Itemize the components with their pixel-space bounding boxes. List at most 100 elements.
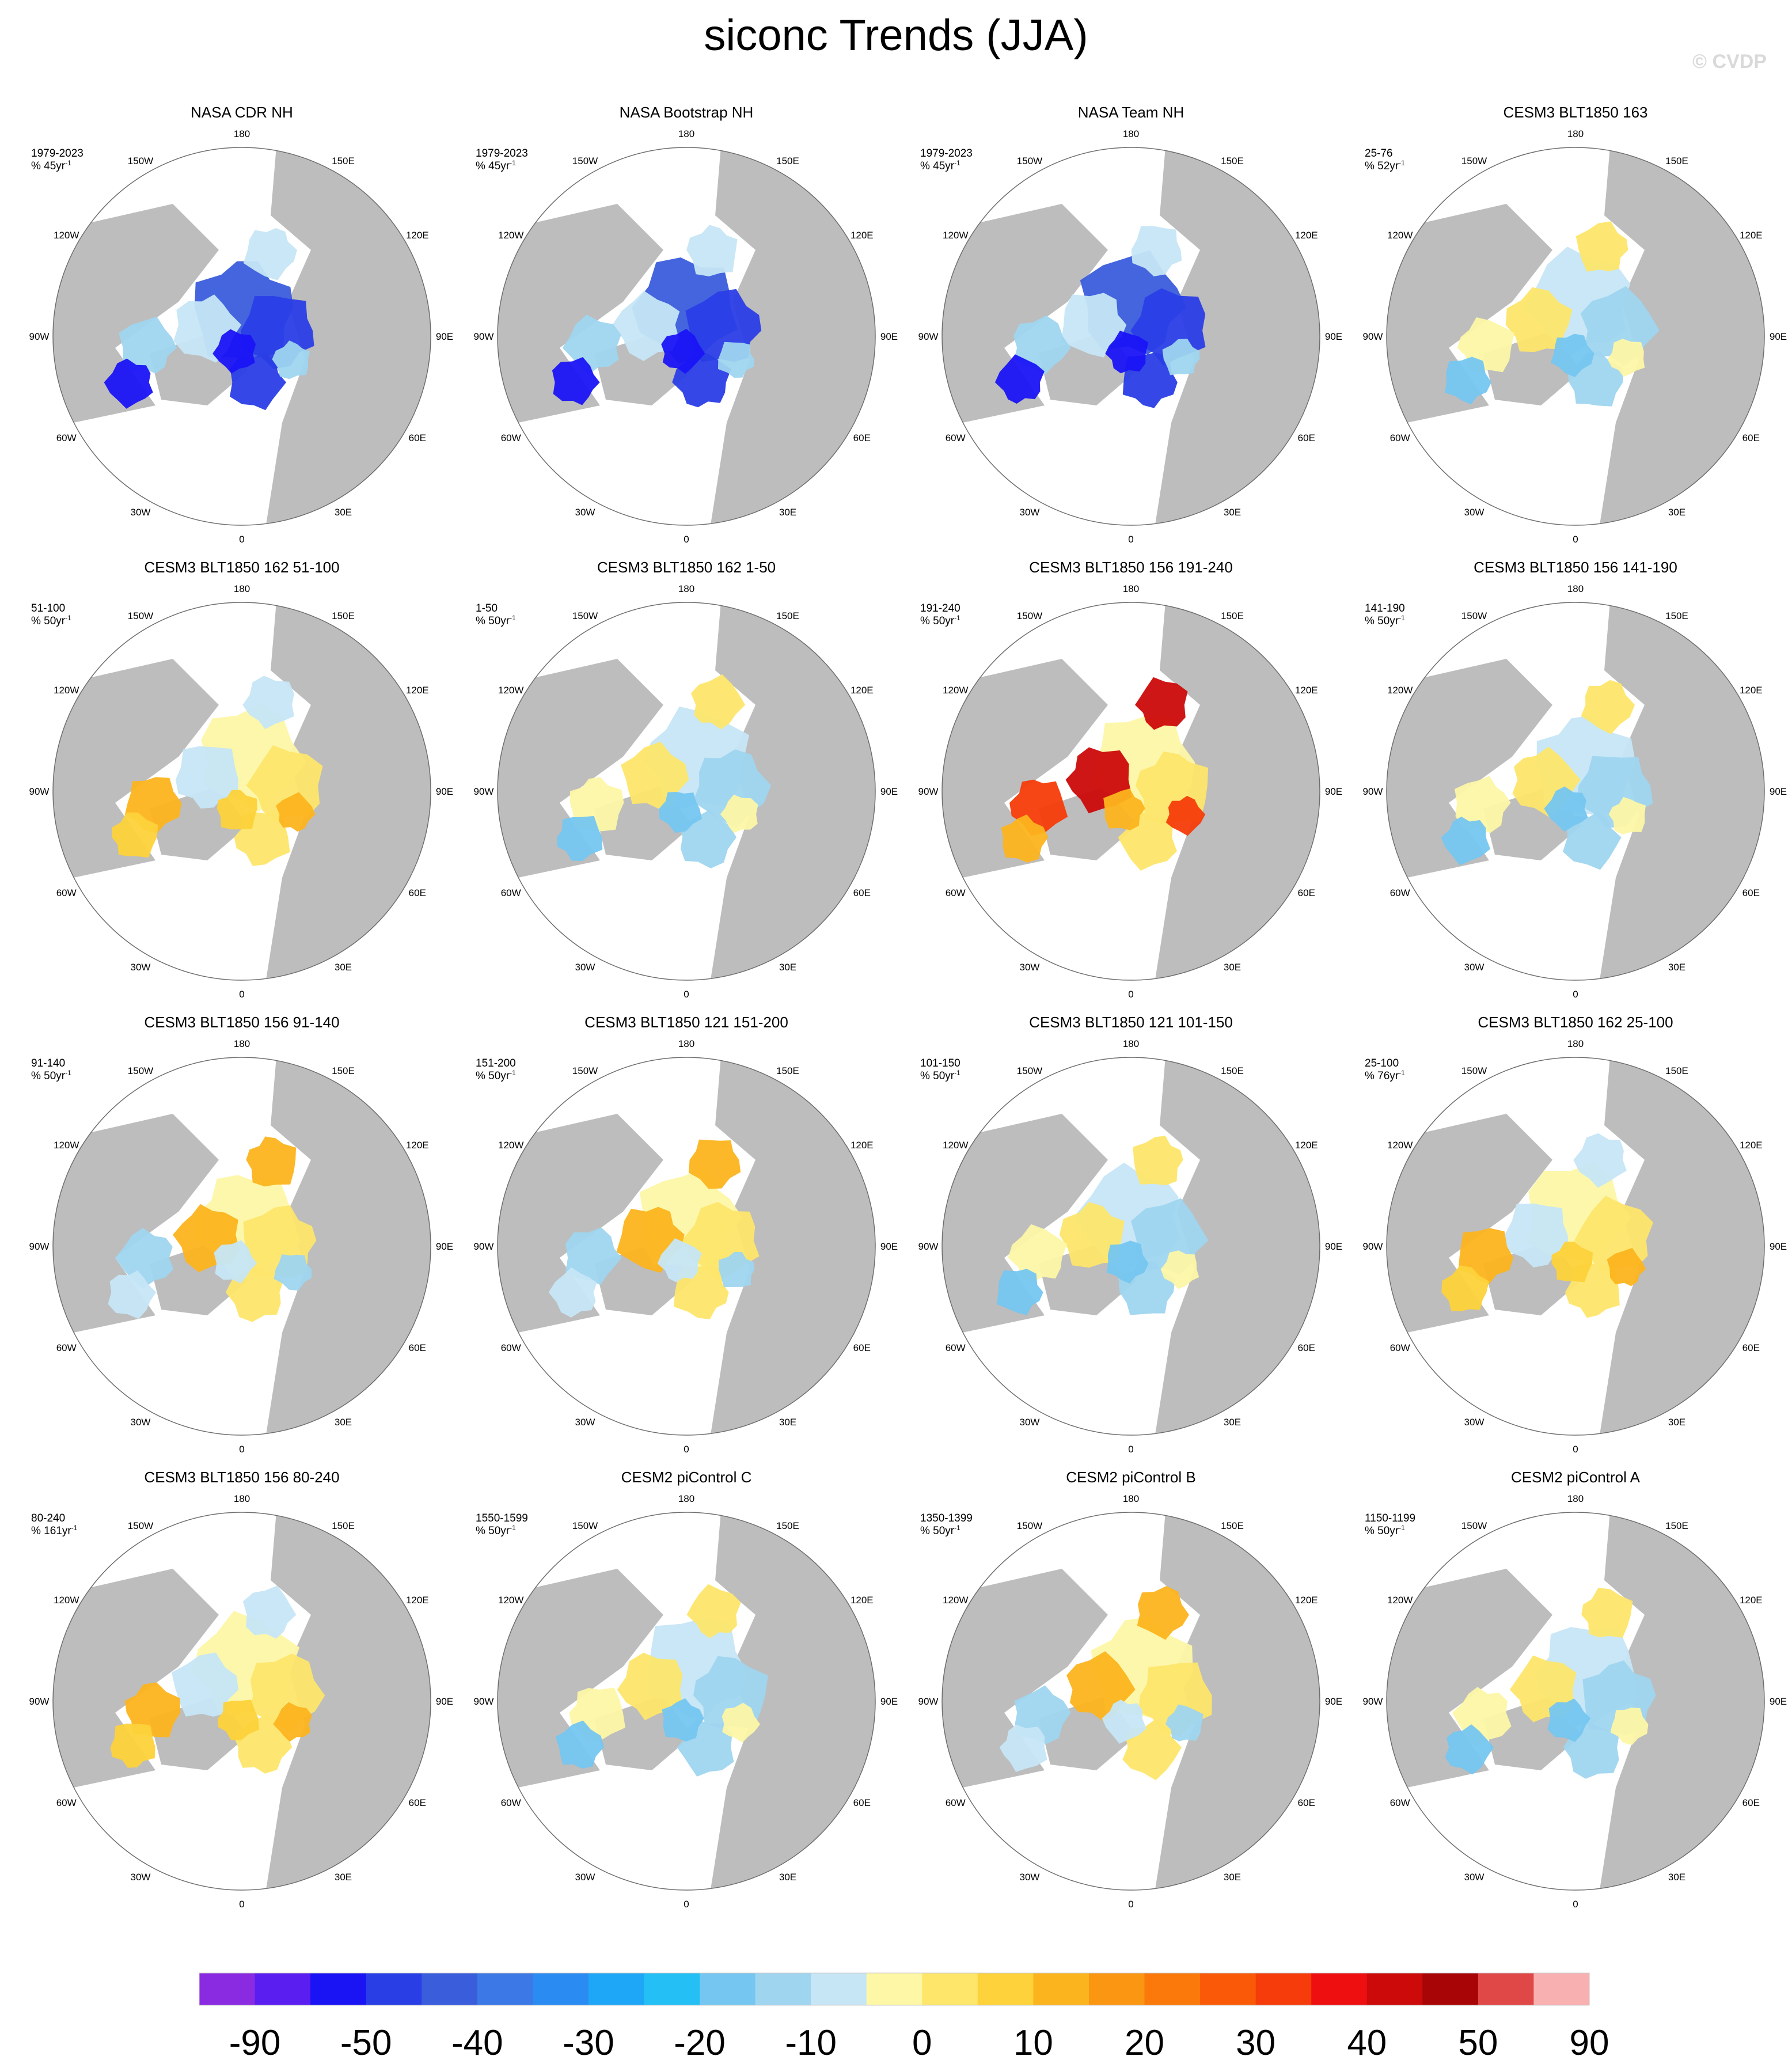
- longitude-label: 30W: [575, 507, 595, 518]
- north-america-landmass: [1387, 1114, 1552, 1338]
- longitude-label: 120E: [1295, 1595, 1318, 1606]
- sea-ice-trend-area: [1445, 1724, 1494, 1775]
- sea-ice-trend-area: [1061, 293, 1127, 358]
- sea-ice-trend-area: [1013, 315, 1071, 375]
- longitude-label: 30W: [131, 507, 151, 518]
- colorbar-tick-label: 50: [1458, 2023, 1498, 2063]
- longitude-label: 150W: [128, 1520, 153, 1531]
- sea-ice-trend-area: [243, 228, 297, 280]
- unit-label: % 45yr-1: [476, 159, 516, 172]
- longitude-label: 60W: [946, 1797, 966, 1808]
- longitude-label: 0: [239, 534, 244, 545]
- longitude-label: 120W: [54, 1595, 79, 1606]
- panel-title: CESM2 piControl B: [1066, 1469, 1196, 1486]
- period-label: 1550-1599: [476, 1512, 528, 1524]
- longitude-label: 60E: [853, 1342, 871, 1353]
- colorbar-swatch: [1478, 1973, 1535, 2005]
- longitude-label: 30W: [131, 1417, 151, 1428]
- sea-ice-trend-area: [690, 674, 746, 730]
- longitude-label: 180: [1123, 128, 1139, 139]
- sea-ice-trend-area: [996, 1269, 1043, 1315]
- period-label: 25-76: [1365, 147, 1393, 160]
- panel-title: CESM3 BLT1850 156 91-140: [144, 1014, 340, 1031]
- sea-ice-trend-area: [171, 1652, 239, 1717]
- longitude-label: 90E: [880, 786, 898, 797]
- colorbar-swatch: [644, 1973, 700, 2005]
- longitude-label: 90E: [880, 331, 898, 342]
- panel-title: CESM2 piControl C: [621, 1469, 752, 1486]
- longitude-label: 90E: [1325, 786, 1342, 797]
- north-america-landmass: [498, 1114, 663, 1338]
- longitude-label: 120W: [943, 230, 968, 241]
- longitude-label: 90W: [1363, 331, 1383, 342]
- longitude-label: 120W: [498, 230, 523, 241]
- longitude-label: 0: [684, 989, 689, 1000]
- sea-ice-trend-area: [1106, 1240, 1149, 1284]
- map-panel: CESM2 piControl C 180 150E 120E 90E 60E 30E 0 30…: [468, 1467, 905, 1917]
- sea-ice-trend-area: [1573, 1133, 1627, 1188]
- longitude-label: 120W: [498, 1140, 523, 1151]
- colorbar-swatch: [255, 1973, 311, 2005]
- sea-ice-trend-area: [242, 1585, 297, 1639]
- north-america-landmass: [1387, 204, 1552, 428]
- longitude-label: 60W: [501, 1797, 521, 1808]
- panel-title: CESM3 BLT1850 121 101-150: [1029, 1014, 1233, 1031]
- sea-ice-trend-area: [1563, 811, 1622, 870]
- unit-label: % 50yr-1: [920, 1069, 960, 1082]
- longitude-label: 90W: [29, 1696, 50, 1707]
- longitude-label: 180: [1123, 583, 1139, 594]
- polar-map: 180 150E 120E 90E 60E 30E 0 30W 60W 90W 120W 150W 80…: [29, 1493, 454, 1910]
- longitude-label: 90W: [918, 1696, 939, 1707]
- longitude-label: 150W: [128, 610, 153, 621]
- longitude-label: 60E: [853, 1797, 871, 1808]
- period-label: 1979-2023: [476, 147, 528, 160]
- sea-ice-trend-area: [112, 812, 158, 858]
- longitude-label: 120E: [1740, 1140, 1763, 1151]
- longitude-label: 60E: [1298, 432, 1315, 443]
- longitude-label: 120E: [1740, 230, 1763, 241]
- longitude-label: 90E: [436, 331, 453, 342]
- unit-label: % 50yr-1: [920, 614, 960, 627]
- longitude-label: 120E: [1295, 1140, 1318, 1151]
- sea-ice-trend-area: [1165, 795, 1206, 836]
- longitude-label: 150W: [572, 155, 598, 166]
- longitude-label: 30E: [1224, 1872, 1241, 1883]
- sea-ice-trend-area: [1103, 788, 1145, 830]
- period-label: 51-100: [31, 602, 65, 614]
- longitude-label: 90W: [29, 1241, 50, 1252]
- sea-ice-trend-area: [1547, 1698, 1591, 1742]
- unit-label: % 50yr-1: [1365, 1524, 1405, 1537]
- longitude-label: 60W: [56, 432, 77, 443]
- sea-ice-trend-area: [565, 1227, 622, 1285]
- longitude-label: 150W: [128, 1065, 153, 1076]
- longitude-label: 30E: [335, 1417, 352, 1428]
- panel-title: NASA Team NH: [1077, 104, 1184, 121]
- longitude-label: 0: [1128, 989, 1133, 1000]
- longitude-label: 60E: [409, 887, 426, 898]
- longitude-label: 90W: [474, 1241, 494, 1252]
- longitude-label: 60W: [56, 1797, 77, 1808]
- longitude-label: 120W: [1387, 1595, 1413, 1606]
- longitude-label: 120E: [1295, 230, 1318, 241]
- polar-map: 180 150E 120E 90E 60E 30E 0 30W 60W 90W 120W 150W 91…: [29, 1038, 454, 1455]
- polar-map: 180 150E 120E 90E 60E 30E 0 30W 60W 90W 120W 150W 15…: [474, 1038, 898, 1455]
- longitude-label: 0: [1128, 534, 1133, 545]
- unit-label: % 161yr-1: [31, 1524, 78, 1537]
- colorbar-tick-label: -10: [785, 2023, 837, 2063]
- colorbar-swatch: [1144, 1973, 1201, 2005]
- unit-label: % 45yr-1: [920, 159, 960, 172]
- sea-ice-trend-area: [1102, 1699, 1146, 1744]
- longitude-label: 150E: [332, 1065, 355, 1076]
- longitude-label: 90W: [918, 331, 939, 342]
- longitude-label: 120E: [406, 1595, 429, 1606]
- longitude-label: 30E: [1668, 1417, 1685, 1428]
- map-panel: CESM3 BLT1850 162 51-100 180 150E 120E 90E 60…: [23, 557, 461, 1007]
- longitude-label: 90W: [29, 786, 50, 797]
- longitude-label: 180: [234, 1493, 250, 1504]
- map-panel: NASA Team NH 180 150E 120E 90E 60E 30E 0 30W 60W 9…: [912, 103, 1350, 552]
- sea-ice-trend-area: [1008, 1224, 1068, 1283]
- north-america-landmass: [1387, 659, 1552, 883]
- sea-ice-trend-area: [686, 1584, 741, 1638]
- panel-title: NASA CDR NH: [191, 104, 293, 121]
- longitude-label: 30W: [1464, 1417, 1485, 1428]
